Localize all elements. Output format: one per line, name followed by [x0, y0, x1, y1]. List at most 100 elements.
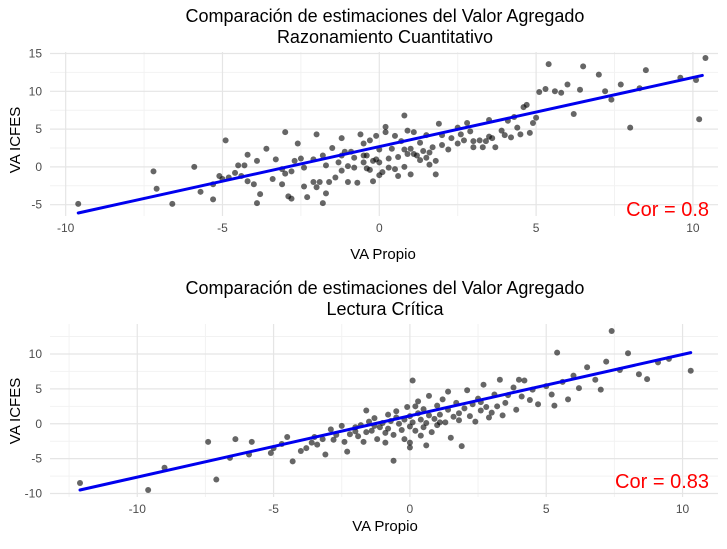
- data-point: [250, 181, 257, 188]
- panel-razonamiento-cuantitativo: Comparación de estimaciones del Valor Ag…: [7, 6, 718, 263]
- data-point: [374, 436, 381, 443]
- data-point: [297, 155, 304, 162]
- data-point: [301, 183, 308, 190]
- data-point: [447, 434, 454, 441]
- data-point: [322, 190, 329, 197]
- chart-subtitle: Lectura Crítica: [326, 299, 444, 319]
- y-tick-label: 0: [35, 160, 42, 174]
- data-point: [197, 188, 204, 195]
- y-tick-label: -10: [25, 487, 43, 501]
- data-point: [426, 161, 433, 168]
- data-point: [521, 377, 528, 384]
- data-point: [479, 144, 486, 151]
- data-point: [501, 132, 508, 139]
- x-tick-label: 0: [376, 221, 383, 235]
- data-point: [533, 114, 540, 121]
- data-point: [391, 132, 398, 139]
- data-point: [351, 154, 358, 161]
- data-point: [344, 178, 351, 185]
- data-point: [417, 157, 424, 164]
- data-point: [401, 163, 408, 170]
- data-point: [523, 101, 530, 108]
- data-point: [406, 444, 413, 451]
- data-point: [627, 124, 634, 131]
- data-point: [517, 131, 524, 138]
- data-point: [417, 432, 424, 439]
- data-point: [395, 420, 402, 427]
- data-point: [409, 419, 416, 426]
- data-point: [455, 410, 462, 417]
- data-point: [432, 157, 439, 164]
- data-point: [304, 194, 311, 201]
- data-point: [398, 427, 405, 434]
- data-point: [494, 403, 501, 410]
- data-point: [584, 364, 591, 371]
- data-point: [288, 195, 295, 202]
- data-point: [518, 393, 525, 400]
- data-point: [455, 417, 462, 424]
- data-point: [412, 403, 419, 410]
- data-point: [492, 144, 499, 151]
- data-point: [263, 145, 270, 152]
- data-point: [382, 439, 389, 446]
- data-point: [382, 123, 389, 130]
- x-tick-label: 5: [543, 502, 550, 516]
- data-point: [360, 438, 367, 445]
- data-point: [288, 168, 295, 175]
- data-point: [480, 381, 487, 388]
- data-point: [409, 377, 416, 384]
- data-point: [426, 149, 433, 156]
- x-tick-label: 10: [686, 221, 700, 235]
- data-point: [429, 144, 436, 151]
- data-point: [472, 418, 479, 425]
- data-point: [575, 385, 582, 392]
- data-point: [354, 179, 361, 186]
- data-point: [551, 402, 558, 409]
- data-point: [269, 175, 276, 182]
- data-point: [436, 411, 443, 418]
- data-point: [344, 448, 351, 455]
- data-point: [327, 426, 334, 433]
- data-point: [476, 137, 483, 144]
- x-tick-label: -5: [217, 221, 228, 235]
- data-point: [241, 162, 248, 169]
- data-point: [448, 135, 455, 142]
- data-point: [363, 407, 370, 414]
- data-point: [346, 431, 353, 438]
- data-point: [617, 81, 624, 88]
- data-point: [366, 137, 373, 144]
- data-point: [529, 120, 536, 127]
- data-point: [642, 67, 649, 74]
- data-point: [322, 162, 329, 169]
- data-point: [439, 396, 446, 403]
- data-point: [412, 427, 419, 434]
- y-tick-label: 5: [35, 382, 42, 396]
- data-point: [303, 445, 310, 452]
- data-point: [169, 200, 176, 207]
- data-point: [326, 178, 333, 185]
- data-point: [417, 416, 424, 423]
- data-point: [368, 427, 375, 434]
- data-point: [150, 168, 157, 175]
- data-point: [297, 447, 304, 454]
- data-point: [603, 358, 610, 365]
- data-point: [335, 159, 342, 166]
- data-point: [554, 349, 561, 356]
- data-point: [316, 178, 323, 185]
- data-point: [314, 441, 321, 448]
- data-point: [329, 144, 336, 151]
- data-point: [395, 172, 402, 179]
- data-point: [232, 436, 239, 443]
- data-point: [360, 140, 367, 147]
- x-tick-label: 5: [533, 221, 540, 235]
- data-point: [341, 438, 348, 445]
- data-point: [338, 135, 345, 142]
- data-point: [366, 166, 373, 173]
- data-point: [499, 412, 506, 419]
- data-point: [355, 433, 362, 440]
- x-axis-title: VA Propio: [350, 246, 416, 263]
- data-point: [253, 200, 260, 207]
- x-tick-label: -5: [268, 502, 279, 516]
- x-tick-label: 10: [676, 502, 690, 516]
- data-point: [390, 431, 397, 438]
